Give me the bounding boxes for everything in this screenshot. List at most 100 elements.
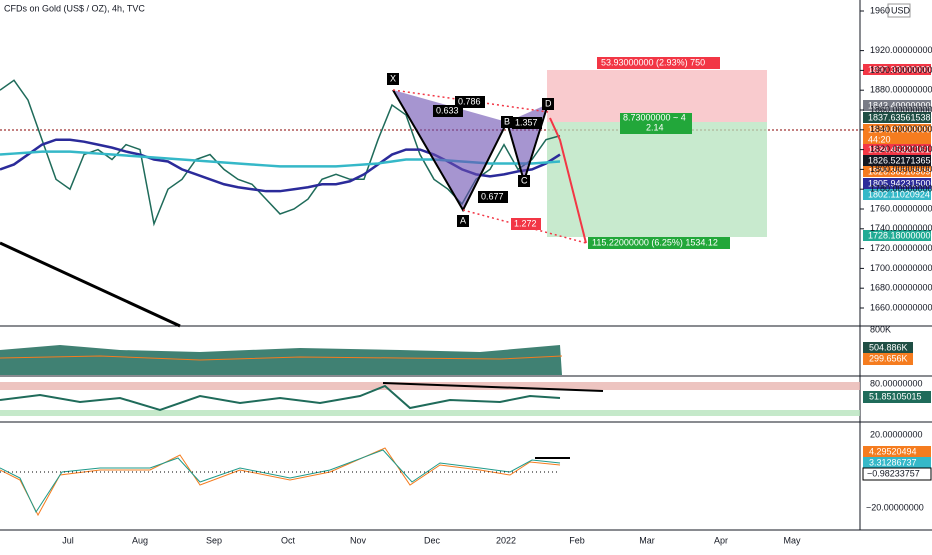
x-tick-label: Feb [569, 535, 585, 545]
svg-text:X: X [390, 73, 396, 83]
x-tick-label: May [783, 535, 801, 545]
macd-tag: 4.29520494 [869, 446, 917, 456]
rsi-axis: 80.00000000 [870, 378, 923, 388]
volume-tag: 504.886K [869, 342, 908, 352]
tag-bg [863, 166, 931, 177]
y-tick-label: 1820.00000000 [870, 144, 932, 154]
y-tick-label: 1960 [870, 5, 890, 15]
svg-text:A: A [460, 215, 466, 225]
price-tag: 1837.63561538 [868, 112, 931, 122]
macd-line [0, 447, 561, 517]
price-tag: 1843.40000000 [868, 100, 931, 110]
pane-borders [0, 0, 932, 531]
tag-bg [863, 64, 931, 75]
x-tick-label: 2022 [496, 535, 516, 545]
pattern-ratio-lines [392, 89, 587, 244]
x-tick-label: Apr [714, 535, 728, 545]
tag-bg [863, 178, 931, 189]
tag-bg [863, 189, 931, 200]
macd-tag: −0.98233757 [867, 468, 920, 478]
price-tag: 1728.18000000 [868, 230, 931, 240]
reward-zone [547, 122, 767, 237]
svg-text:2.14: 2.14 [646, 122, 664, 132]
tag-bg [863, 446, 931, 458]
price-tag: 44:20 [868, 134, 891, 144]
chart-title: CFDs on Gold (US$ / OZ), 4h, TVC [4, 3, 145, 13]
trend-line [0, 241, 181, 328]
position-labels: 53.93000000 (2.93%) 750 8.73000000 ~ 42.… [588, 57, 730, 249]
y-tick-label: 1660.00000000 [870, 302, 932, 312]
y-tick-label: 1860.00000000 [870, 104, 932, 114]
pattern-ratios: 0.786 0.633 1.357 0.677 1.272 [433, 96, 542, 230]
svg-text:8.73000000 ~ 4: 8.73000000 ~ 4 [623, 112, 686, 122]
tag-bg [863, 391, 931, 403]
currency: USD [891, 5, 911, 15]
tag-bg [863, 144, 931, 155]
macd-tag: 3.31286737 [869, 457, 917, 467]
price-tag: 1834.45321161 [868, 144, 930, 154]
y-tick-label: 1680.00000000 [870, 283, 932, 293]
price-tag: 1805.94231500 [868, 178, 931, 188]
price-tag: 1802.11020924 [868, 189, 930, 199]
rsi-overbought [0, 382, 860, 390]
macd-signal [0, 449, 561, 514]
tag-bg [863, 155, 931, 166]
tag-bg [863, 353, 913, 365]
tag-bg [863, 230, 931, 241]
x-tick-label: Jul [62, 535, 74, 545]
y-tick-label: 1720.00000000 [870, 243, 932, 253]
y-tick-label: 1800.00000000 [870, 164, 932, 174]
tag-bg [863, 112, 931, 123]
price-tags: 1897.330000001843.400000001837.635615381… [863, 64, 931, 241]
svg-text:1.272: 1.272 [514, 218, 537, 228]
x-tick-label: Sep [206, 535, 222, 545]
x-tick-label: Oct [281, 535, 296, 545]
rsi-oversold [0, 410, 860, 416]
volume-ma [0, 355, 563, 361]
volume-axis: 800K [870, 324, 891, 334]
svg-text:53.93000000 (2.93%) 750: 53.93000000 (2.93%) 750 [601, 57, 705, 67]
x-tick-label: Nov [350, 535, 367, 545]
price-tag: 1826.52171365 [868, 155, 931, 165]
rsi-line [0, 384, 561, 412]
price-tag: 1897.33000000 [868, 64, 931, 74]
rsi-divergence [382, 382, 604, 392]
x-tick-label: Dec [424, 535, 441, 545]
price-tag: 1834.67000000 [868, 124, 931, 134]
svg-text:1.357: 1.357 [515, 117, 538, 127]
y-tick-label: 1780.00000000 [870, 184, 932, 194]
volume-tag: 299.656K [869, 353, 908, 363]
tag-bg [863, 342, 913, 354]
macd-axis: 20.00000000 [870, 429, 923, 439]
rsi-tag: 51.85105015 [869, 391, 922, 401]
svg-text:B: B [504, 116, 510, 126]
y-tick-label: 1840.00000000 [870, 124, 932, 134]
pattern-xab [393, 90, 507, 210]
y-tick-label: 1740.00000000 [870, 223, 932, 233]
svg-text:0.633: 0.633 [436, 105, 459, 115]
svg-text:115.22000000 (6.25%) 1534.12: 115.22000000 (6.25%) 1534.12 [592, 237, 718, 247]
tag-bg [863, 100, 931, 111]
x-tick-label: Mar [639, 535, 655, 545]
macd-axis: −20.00000000 [866, 502, 924, 512]
pattern-point-labels: X A B C D [387, 73, 554, 227]
price-tag: 1826.36510909 [868, 166, 931, 176]
tag-bg [863, 457, 931, 469]
y-tick-label: 1900.00000000 [870, 65, 932, 75]
volume-bars [0, 345, 562, 375]
currency-box [887, 3, 911, 18]
tag-bg [863, 134, 931, 145]
svg-text:D: D [545, 98, 552, 108]
tag-bg [863, 124, 931, 135]
svg-text:C: C [521, 175, 528, 185]
y-tick-label: 1880.00000000 [870, 85, 932, 95]
tag-bg [862, 467, 932, 481]
y-tick-label: 1920.00000000 [870, 45, 932, 55]
y-tick-label: 1700.00000000 [870, 263, 932, 273]
x-tick-label: Aug [132, 535, 148, 545]
svg-text:0.677: 0.677 [481, 191, 504, 201]
y-tick-label: 1760.00000000 [870, 203, 932, 213]
projection [549, 117, 587, 244]
